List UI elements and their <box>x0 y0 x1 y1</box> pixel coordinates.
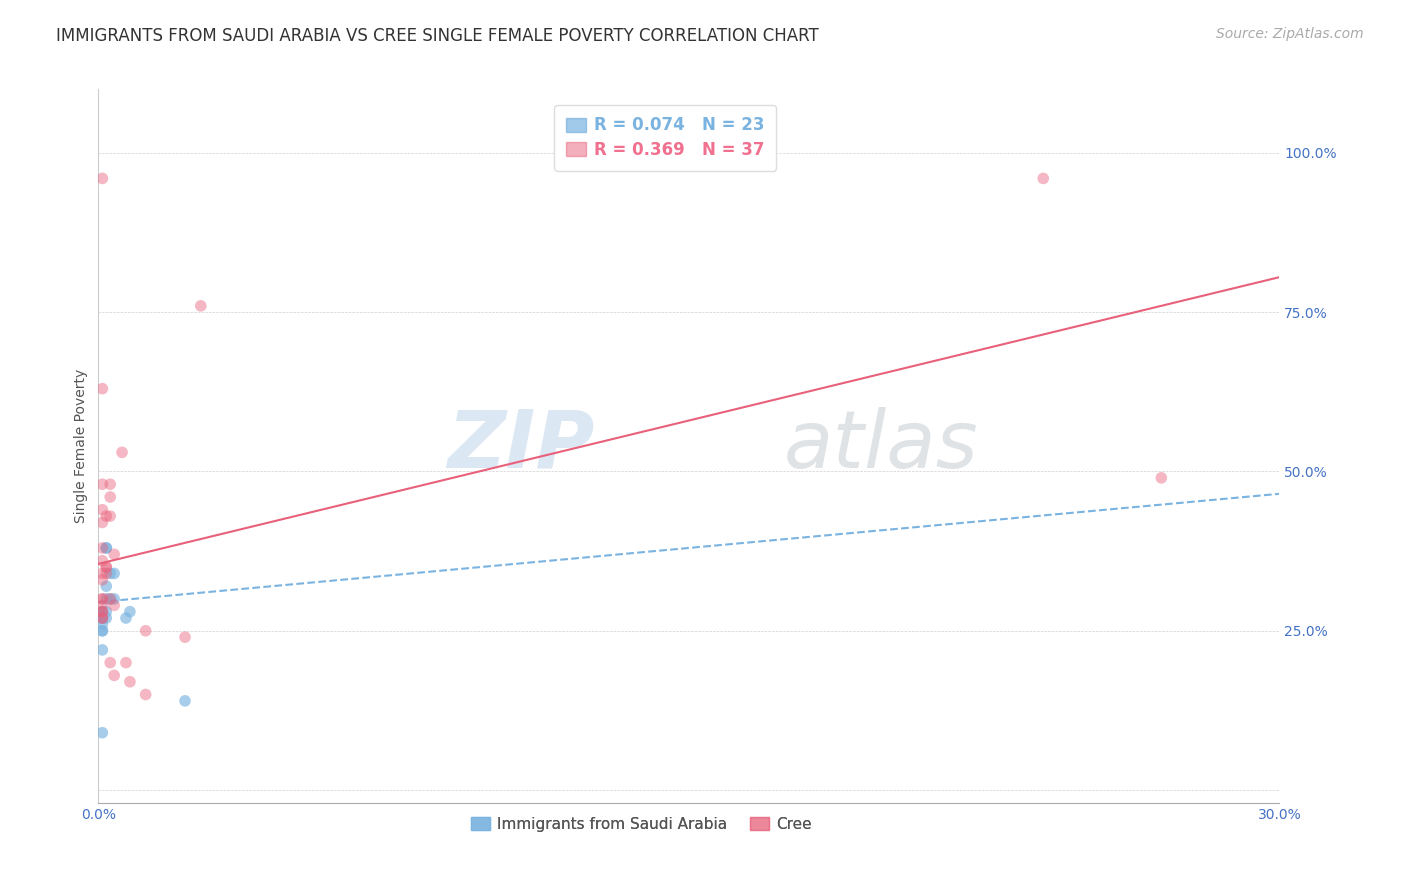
Point <box>98 591 121 606</box>
Point <box>91 541 114 555</box>
Point <box>98 509 121 524</box>
Point <box>103 599 125 613</box>
Point <box>96 591 118 606</box>
Point <box>91 643 114 657</box>
Point <box>118 605 141 619</box>
Point <box>91 502 114 516</box>
Point <box>103 668 125 682</box>
Point <box>96 560 118 574</box>
Point <box>96 611 118 625</box>
Point <box>118 674 141 689</box>
Point <box>91 611 114 625</box>
Text: IMMIGRANTS FROM SAUDI ARABIA VS CREE SINGLE FEMALE POVERTY CORRELATION CHART: IMMIGRANTS FROM SAUDI ARABIA VS CREE SIN… <box>56 27 818 45</box>
Point <box>91 617 114 632</box>
Point <box>91 516 114 530</box>
Text: atlas: atlas <box>783 407 979 485</box>
Point <box>91 554 114 568</box>
Point <box>98 477 121 491</box>
Point <box>111 445 134 459</box>
Point <box>91 605 114 619</box>
Point <box>91 611 114 625</box>
Point <box>174 630 197 644</box>
Point <box>190 299 212 313</box>
Legend: Immigrants from Saudi Arabia, Cree: Immigrants from Saudi Arabia, Cree <box>465 811 818 838</box>
Point <box>91 171 114 186</box>
Point <box>91 611 114 625</box>
Point <box>91 611 114 625</box>
Point <box>103 566 125 581</box>
Text: ZIP: ZIP <box>447 407 595 485</box>
Point <box>91 725 114 739</box>
Point <box>96 605 118 619</box>
Point <box>91 624 114 638</box>
Point <box>98 566 121 581</box>
Point <box>174 694 197 708</box>
Point <box>91 624 114 638</box>
Point <box>103 591 125 606</box>
Point <box>91 591 114 606</box>
Point <box>91 599 114 613</box>
Point <box>1032 171 1054 186</box>
Point <box>91 382 114 396</box>
Point <box>91 611 114 625</box>
Y-axis label: Single Female Poverty: Single Female Poverty <box>75 369 89 523</box>
Point <box>91 605 114 619</box>
Point <box>1150 471 1173 485</box>
Point <box>91 605 114 619</box>
Point <box>96 541 118 555</box>
Point <box>96 541 118 555</box>
Point <box>91 573 114 587</box>
Point <box>91 566 114 581</box>
Point <box>98 490 121 504</box>
Point <box>91 591 114 606</box>
Point <box>135 624 157 638</box>
Text: Source: ZipAtlas.com: Source: ZipAtlas.com <box>1216 27 1364 41</box>
Point <box>96 579 118 593</box>
Point <box>96 560 118 574</box>
Point <box>91 605 114 619</box>
Point <box>98 591 121 606</box>
Point <box>96 566 118 581</box>
Point <box>115 656 138 670</box>
Point <box>103 547 125 561</box>
Point <box>91 477 114 491</box>
Point <box>135 688 157 702</box>
Point <box>96 509 118 524</box>
Point <box>98 656 121 670</box>
Point <box>115 611 138 625</box>
